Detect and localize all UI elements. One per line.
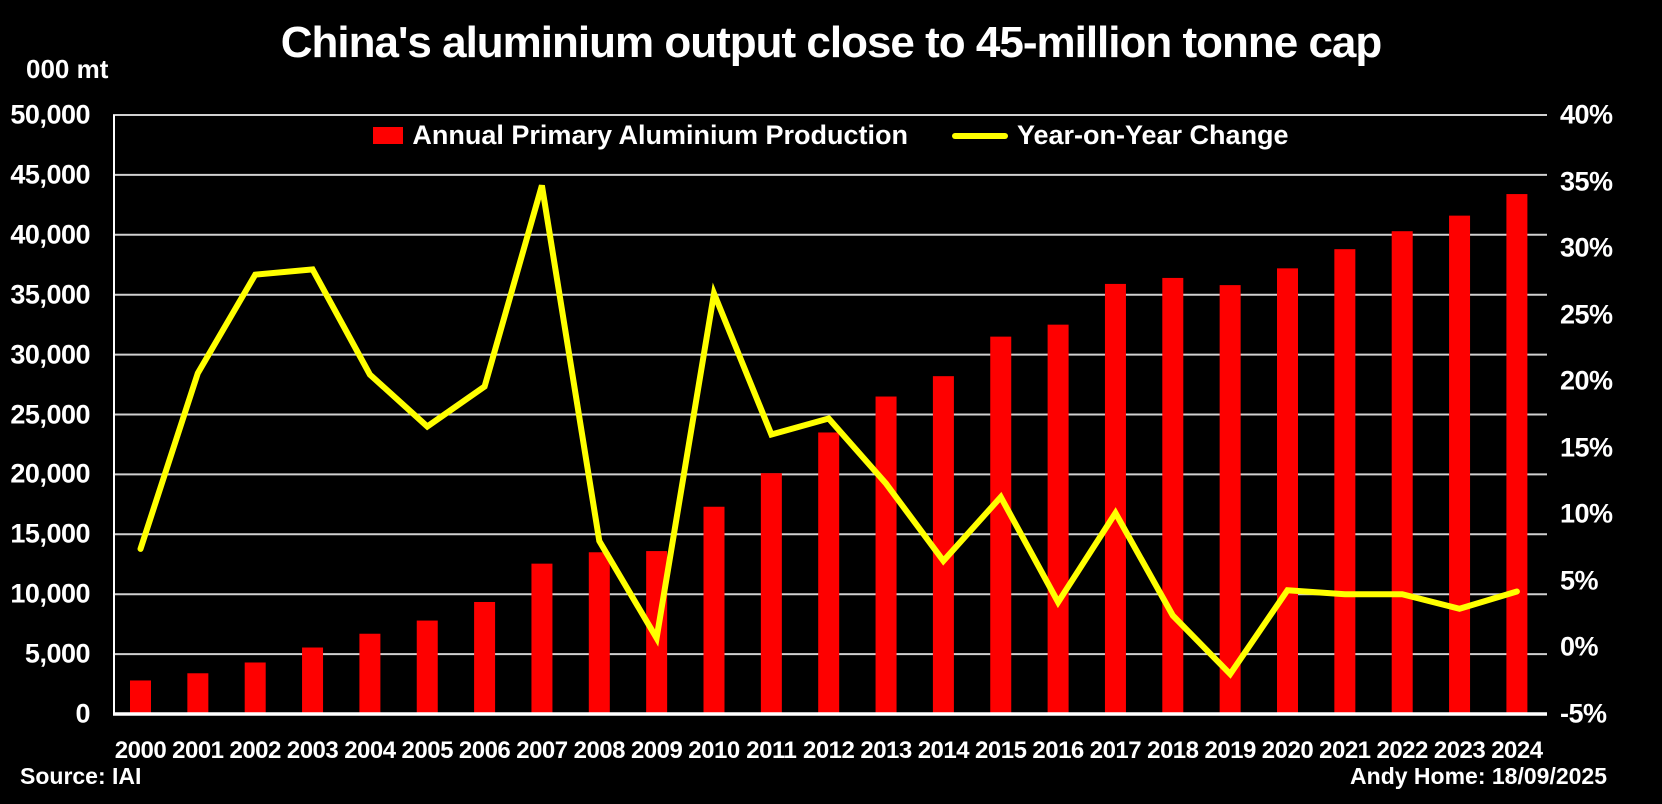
x-tick-label: 2012 <box>802 737 855 764</box>
bar-2013 <box>875 396 897 714</box>
legend-label-production: Annual Primary Aluminium Production <box>412 120 908 150</box>
x-tick-label: 2014 <box>917 737 970 764</box>
bar-2007 <box>531 563 553 714</box>
bar-2022 <box>1391 231 1413 714</box>
y-tick-label-left: 25,000 <box>10 399 90 429</box>
bar-series-swatch-icon <box>373 127 404 144</box>
x-tick-label: 2000 <box>114 737 167 764</box>
y-tick-label-right: 30% <box>1560 232 1613 263</box>
x-tick-label: 2002 <box>229 737 281 764</box>
bar-2023 <box>1449 215 1471 714</box>
y-tick-label-right: 40% <box>1560 99 1613 130</box>
x-tick-label: 2024 <box>1491 737 1543 764</box>
bar-2002 <box>244 662 266 714</box>
y-tick-label-left: 15,000 <box>10 518 90 549</box>
x-tick-label: 2021 <box>1319 737 1371 764</box>
x-tick-label: 2010 <box>688 737 740 764</box>
bar-2018 <box>1162 277 1184 714</box>
bar-2020 <box>1277 268 1298 714</box>
legend-item-yoy: Year-on-Year Change <box>951 120 1289 151</box>
bar-2024 <box>1506 194 1528 714</box>
bar-2019 <box>1219 285 1241 714</box>
y-tick-label-left: 45,000 <box>10 159 90 190</box>
bar-2021 <box>1334 249 1356 714</box>
x-tick-label: 2005 <box>401 737 454 764</box>
x-tick-label: 2022 <box>1376 737 1428 764</box>
y-tick-label-left: 50,000 <box>10 99 90 130</box>
x-tick-label: 2003 <box>286 737 339 764</box>
bar-2000 <box>130 680 151 714</box>
y-tick-label-right: 20% <box>1560 365 1613 396</box>
y-tick-label-left: 10,000 <box>10 578 90 609</box>
y-tick-label-right: -5% <box>1560 698 1607 729</box>
bar-2012 <box>818 432 840 714</box>
y-tick-label-right: 25% <box>1560 299 1613 330</box>
plot-area <box>113 114 1547 716</box>
x-tick-label: 2007 <box>516 737 568 764</box>
source-note: Source: IAI <box>20 763 142 789</box>
x-tick-label: 2008 <box>573 737 626 764</box>
legend-item-production: Annual Primary Aluminium Production <box>373 120 908 151</box>
bar-2008 <box>588 552 610 714</box>
x-tick-label: 2004 <box>344 737 396 764</box>
x-tick-label: 2011 <box>746 737 797 764</box>
x-tick-label: 2013 <box>860 737 912 764</box>
author-credit: Andy Home: 18/09/2025 <box>1350 763 1607 789</box>
y-tick-label-right: 0% <box>1560 631 1599 662</box>
bar-2010 <box>703 506 725 714</box>
bar-2004 <box>359 633 381 714</box>
x-tick-label: 2018 <box>1147 737 1199 764</box>
y-tick-label-right: 5% <box>1560 565 1599 596</box>
x-tick-label: 2019 <box>1204 737 1256 764</box>
bar-2015 <box>990 336 1012 714</box>
x-tick-label: 2006 <box>458 737 511 764</box>
x-tick-label: 2009 <box>630 737 683 764</box>
y-tick-label-left: 35,000 <box>10 279 90 310</box>
y-tick-label-left: 5,000 <box>24 638 91 669</box>
bar-2014 <box>932 376 954 714</box>
chart-title: China's aluminium output close to 45-mil… <box>280 18 1383 67</box>
bar-2017 <box>1104 283 1126 714</box>
bar-2006 <box>474 601 496 714</box>
left-axis-unit-label: 000 mt <box>26 54 109 84</box>
bar-2005 <box>416 620 438 714</box>
x-tick-label: 2020 <box>1261 737 1314 764</box>
bar-2016 <box>1047 324 1069 714</box>
line-series-swatch-icon <box>951 132 1008 139</box>
y-tick-label-left: 20,000 <box>10 458 90 489</box>
bar-2011 <box>760 473 782 714</box>
x-tick-label: 2017 <box>1089 737 1142 764</box>
x-tick-label: 2015 <box>975 737 1027 764</box>
x-tick-label: 2001 <box>172 737 224 764</box>
x-tick-label: 2016 <box>1032 737 1084 764</box>
y-tick-label-left: 40,000 <box>10 219 90 250</box>
y-tick-label-right: 35% <box>1560 166 1613 197</box>
legend-label-yoy: Year-on-Year Change <box>1016 120 1289 150</box>
y-tick-label-left: 0 <box>75 698 90 729</box>
bar-2003 <box>302 647 324 714</box>
bar-2001 <box>187 673 209 714</box>
yoy-line <box>137 184 1520 679</box>
legend: Annual Primary Aluminium Production Year… <box>0 120 1662 151</box>
y-tick-label-right: 15% <box>1560 432 1613 463</box>
y-tick-label-left: 30,000 <box>10 339 90 370</box>
y-tick-label-right: 10% <box>1560 498 1613 529</box>
x-tick-label: 2023 <box>1433 737 1486 764</box>
